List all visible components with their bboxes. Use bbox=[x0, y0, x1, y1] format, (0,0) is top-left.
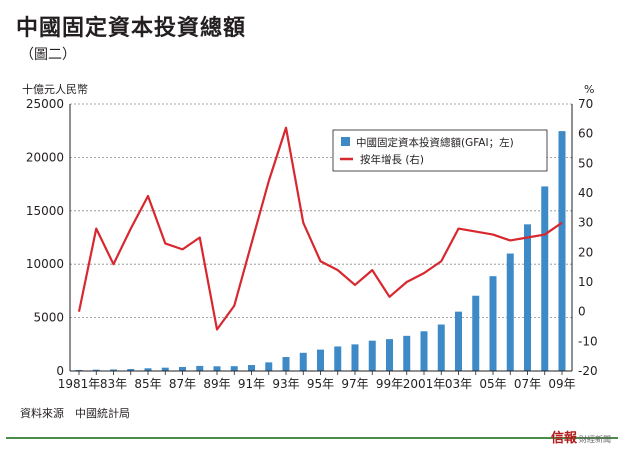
left-tick-label: 5000 bbox=[33, 311, 64, 325]
bar bbox=[489, 276, 497, 371]
bar bbox=[213, 366, 221, 371]
bar bbox=[248, 365, 255, 371]
left-tick-label: 10000 bbox=[26, 257, 64, 271]
bar bbox=[541, 186, 549, 371]
legend-bar-label: 中國固定資本投資總額(GFAI；左) bbox=[356, 136, 514, 149]
left-tick-label: 20000 bbox=[26, 150, 64, 164]
footer-rule bbox=[6, 437, 618, 439]
bar bbox=[127, 369, 135, 371]
x-tick-label: 85年 bbox=[134, 377, 161, 391]
x-tick-label: 05年 bbox=[479, 377, 506, 391]
x-tick-label: 07年 bbox=[514, 377, 541, 391]
source-note: 資料來源 中國統計局 bbox=[20, 407, 130, 420]
x-tick-label: 2001年 bbox=[403, 377, 446, 391]
bar bbox=[334, 346, 342, 371]
bar bbox=[161, 367, 169, 371]
x-tick-label: 97年 bbox=[341, 377, 368, 391]
x-tick-label: 89年 bbox=[203, 377, 230, 391]
page-title: 中國固定資本投資總額 bbox=[16, 16, 247, 41]
x-tick-label: 87年 bbox=[169, 377, 196, 391]
bar bbox=[317, 349, 324, 371]
right-tick-label: 70 bbox=[578, 97, 593, 111]
right-tick-label: 60 bbox=[578, 127, 593, 141]
left-axis-label: 十億元人民幣 bbox=[22, 82, 88, 96]
right-tick-label: 50 bbox=[578, 156, 593, 170]
legend-bar-swatch bbox=[341, 137, 350, 146]
right-axis-label: % bbox=[584, 83, 594, 96]
line-series bbox=[77, 126, 563, 331]
x-tick-label: 03年 bbox=[445, 377, 472, 391]
left-tick-label: 25000 bbox=[26, 97, 64, 111]
bar bbox=[299, 352, 307, 371]
axes: 0 5000 10000 15000 20000 25000 -20 -10 0 10 20 30 40… bbox=[22, 82, 598, 391]
bar-series bbox=[75, 131, 566, 371]
bar bbox=[506, 253, 514, 371]
bar bbox=[282, 357, 290, 371]
brand-logo: 信報 財經新聞 bbox=[551, 427, 611, 446]
bar bbox=[196, 365, 204, 371]
bar bbox=[420, 331, 428, 371]
bar bbox=[75, 369, 83, 371]
x-tick-label: 93年 bbox=[272, 377, 299, 391]
right-tick-label: 10 bbox=[578, 275, 593, 289]
chart-subtitle: （圖二） bbox=[20, 47, 76, 63]
right-tick-label: -20 bbox=[578, 364, 598, 378]
x-tick-label: 09年 bbox=[548, 377, 575, 391]
legend-line-label: 按年增長 (右) bbox=[360, 153, 424, 166]
x-tick-label: 99年 bbox=[376, 377, 403, 391]
bar bbox=[368, 340, 376, 371]
left-tick-label: 15000 bbox=[26, 204, 64, 218]
bar bbox=[265, 362, 273, 371]
x-tick-label: 95年 bbox=[307, 377, 334, 391]
x-tick-label: 91年 bbox=[238, 377, 265, 391]
left-tick-label: 0 bbox=[56, 364, 64, 378]
right-tick-label: -10 bbox=[578, 334, 598, 348]
bar bbox=[92, 369, 100, 371]
bar bbox=[455, 311, 462, 371]
bar bbox=[524, 224, 531, 371]
x-tick-label: 1981年 bbox=[58, 377, 101, 391]
bar bbox=[437, 324, 445, 371]
legend: 中國固定資本投資總額(GFAI；左) 按年增長 (右) bbox=[332, 129, 548, 172]
right-tick-label: 0 bbox=[578, 305, 586, 319]
brand-tagline: 財經新聞 bbox=[579, 435, 611, 444]
bar bbox=[558, 131, 566, 371]
bar bbox=[110, 369, 117, 371]
right-tick-label: 30 bbox=[578, 216, 593, 230]
bar bbox=[386, 339, 393, 371]
bar bbox=[403, 335, 411, 371]
bar bbox=[230, 366, 238, 371]
bar bbox=[472, 295, 480, 371]
legend-box bbox=[332, 129, 548, 172]
x-tick-label: 83年 bbox=[100, 377, 127, 391]
right-tick-label: 20 bbox=[578, 245, 593, 259]
bar bbox=[179, 366, 186, 371]
bar bbox=[144, 368, 152, 371]
bar bbox=[351, 344, 359, 371]
right-tick-label: 40 bbox=[578, 186, 593, 200]
brand-name: 信報 bbox=[550, 431, 577, 446]
